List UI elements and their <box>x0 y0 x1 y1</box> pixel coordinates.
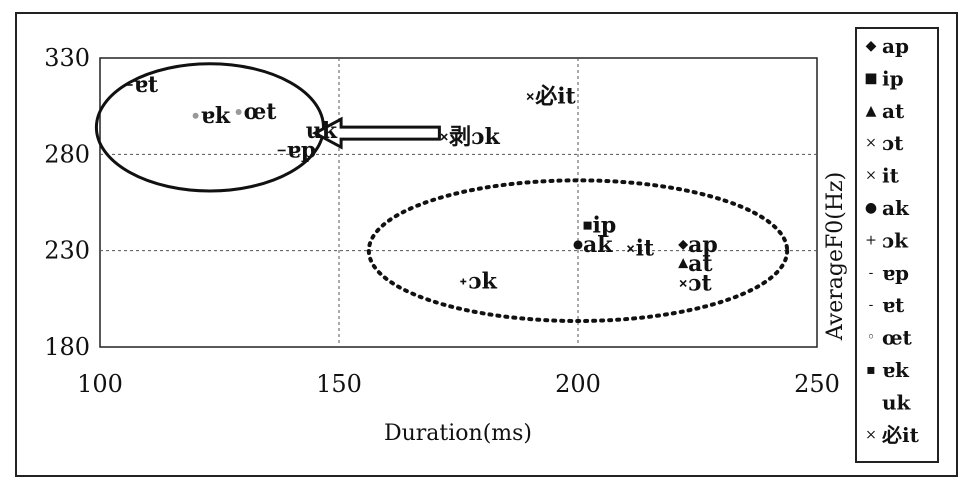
data-point: ɔt <box>679 270 713 296</box>
legend-symbol: × <box>865 427 877 443</box>
outer-frame <box>15 12 958 477</box>
data-point: ak <box>573 232 613 258</box>
legend-item: ◦ œt <box>867 326 913 350</box>
data-label: at <box>688 251 713 277</box>
legend-item: × it <box>865 164 899 188</box>
legend-symbol: × <box>865 168 877 184</box>
square-marker <box>583 221 592 230</box>
triangle-marker <box>678 258 689 269</box>
y-tick-label: 280 <box>44 140 90 168</box>
data-label: uk <box>306 118 338 144</box>
data-label: ip <box>593 213 617 239</box>
legend-symbol: - <box>869 265 874 281</box>
legend-item: × 必it <box>865 423 919 447</box>
data-point: ɐk <box>192 103 231 129</box>
x-marker-stroke <box>627 245 635 253</box>
data-label: ɐt <box>134 72 159 98</box>
dotted-ellipse <box>366 178 790 323</box>
legend-symbol: ◦ <box>867 330 875 346</box>
x-marker-stroke <box>679 279 687 287</box>
legend-item: + ɔk <box>865 228 909 252</box>
data-label: ɐp <box>287 137 317 163</box>
dot-marker <box>192 112 199 119</box>
data-label: 剥ɔk <box>449 124 500 150</box>
legend-label: ak <box>882 196 910 220</box>
legend-symbol: × <box>865 135 877 151</box>
data-point: ɐt <box>124 72 159 98</box>
legend-symbol: + <box>865 232 877 248</box>
x-tick-label: 150 <box>316 370 362 398</box>
diamond-marker <box>678 239 689 250</box>
legend-label: œt <box>882 326 913 350</box>
grid-lines <box>100 58 817 347</box>
y-tick-label: 330 <box>44 44 90 72</box>
legend-item: - ɐt <box>869 293 905 317</box>
legend-symbol: ▪ <box>866 362 876 378</box>
plot-area <box>99 57 818 348</box>
legend-symbol: ● <box>865 200 877 216</box>
data-label: 必it <box>535 84 576 110</box>
legend-label: ɔt <box>882 131 904 155</box>
data-label: ɔt <box>688 270 712 296</box>
data-label: ɔk <box>468 268 497 294</box>
dot-marker <box>235 108 242 115</box>
legend-label: uk <box>882 390 912 414</box>
legend-symbol: ◆ <box>866 38 877 54</box>
legend-item: ● ak <box>865 196 910 220</box>
x-tick-label: 200 <box>555 370 601 398</box>
y-axis-title: AverageF0(Hz) <box>823 172 848 341</box>
legend-label: ɐt <box>882 293 905 317</box>
legend-label: it <box>882 164 900 188</box>
legend-item: × ɔt <box>865 131 904 155</box>
hollow-arrow <box>311 116 441 150</box>
data-point: ɐp <box>277 137 317 163</box>
x-marker-stroke <box>526 92 534 101</box>
legend-label: 必it <box>881 423 920 447</box>
legend-label: at <box>882 99 905 123</box>
legend-symbol: - <box>869 297 874 313</box>
annotations <box>94 62 790 323</box>
data-point: uk <box>306 118 338 144</box>
axis-ticks: 100 150 200 250 180 230 280 330 <box>44 44 840 398</box>
legend-item: ▲ at <box>866 99 905 123</box>
legend-label: ɐk <box>882 358 910 382</box>
data-label: ɐk <box>201 103 231 129</box>
data-point: it <box>627 236 655 262</box>
data-point: ip <box>583 213 617 239</box>
legend-symbol: ■ <box>864 70 877 86</box>
legend-box <box>855 27 939 463</box>
circle-marker <box>573 240 583 250</box>
legend-item: - ɐp <box>869 261 909 285</box>
legend-label: ɐp <box>882 261 909 285</box>
legend-item: ■ ip <box>864 66 903 90</box>
data-point: 剥ɔk <box>440 124 501 150</box>
legend-label: ip <box>882 66 904 90</box>
x-marker-stroke <box>440 133 448 141</box>
x-tick-label: 100 <box>77 370 123 398</box>
legend-symbol: ▲ <box>866 103 877 119</box>
legend-item: ◆ ap <box>866 34 909 58</box>
data-label: it <box>636 236 655 262</box>
legend-item: ▪ ɐk <box>866 358 910 382</box>
data-point: 必it <box>526 84 577 110</box>
data-label: ap <box>688 232 718 258</box>
legend-label: ɔk <box>882 228 909 252</box>
x-tick-label: 250 <box>794 370 840 398</box>
data-point: at <box>678 251 713 277</box>
data-point: ɔk <box>460 268 498 294</box>
data-label: ak <box>583 232 613 258</box>
y-tick-label: 230 <box>44 237 90 265</box>
data-label: œt <box>244 99 278 125</box>
y-tick-label: 180 <box>44 333 90 361</box>
x-axis-title: Duration(ms) <box>384 421 532 446</box>
data-point: ap <box>678 232 718 258</box>
legend-label: ap <box>882 34 909 58</box>
data-point: œt <box>235 99 278 125</box>
legend-item: uk <box>882 390 912 414</box>
